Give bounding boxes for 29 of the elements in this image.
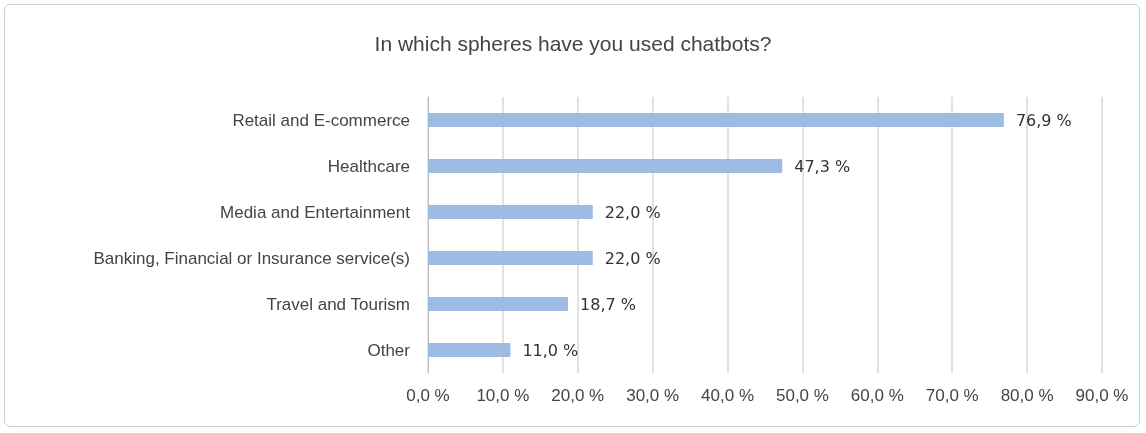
- x-tick-label: 70,0 %: [925, 386, 979, 405]
- x-tick-label: 50,0 %: [775, 386, 829, 405]
- data-label: 18,7 %: [580, 294, 636, 314]
- y-tick-label: Retail and E-commerce: [232, 110, 410, 130]
- x-tick-label: 0,0 %: [406, 386, 450, 405]
- y-tick-label: Media and Entertainment: [220, 202, 411, 222]
- x-tick-label: 10,0 %: [476, 386, 530, 405]
- bar: [428, 343, 511, 357]
- x-tick-label: 20,0 %: [551, 386, 605, 405]
- bar: [428, 205, 593, 219]
- x-tick-label: 30,0 %: [626, 386, 680, 405]
- data-label: 22,0 %: [604, 202, 661, 222]
- data-label: 47,3 %: [794, 156, 851, 176]
- x-tick-label: 60,0 %: [850, 386, 904, 405]
- y-tick-label: Healthcare: [327, 156, 410, 176]
- x-tick-label: 80,0 %: [1000, 386, 1054, 405]
- data-label: 22,0 %: [604, 248, 661, 268]
- data-label: 11,0 %: [522, 340, 579, 360]
- y-tick-label: Travel and Tourism: [266, 294, 410, 314]
- bar: [428, 251, 593, 265]
- bar: [428, 159, 783, 173]
- bar: [428, 113, 1004, 127]
- data-label: 76,9 %: [1015, 110, 1072, 130]
- bar: [428, 297, 569, 311]
- x-tick-label: 40,0 %: [701, 386, 755, 405]
- y-tick-label: Banking, Financial or Insurance service(s): [93, 248, 410, 268]
- x-tick-label: 90,0 %: [1075, 386, 1129, 405]
- chart-title: In which spheres have you used chatbots?: [374, 32, 772, 55]
- y-tick-label: Other: [367, 340, 411, 360]
